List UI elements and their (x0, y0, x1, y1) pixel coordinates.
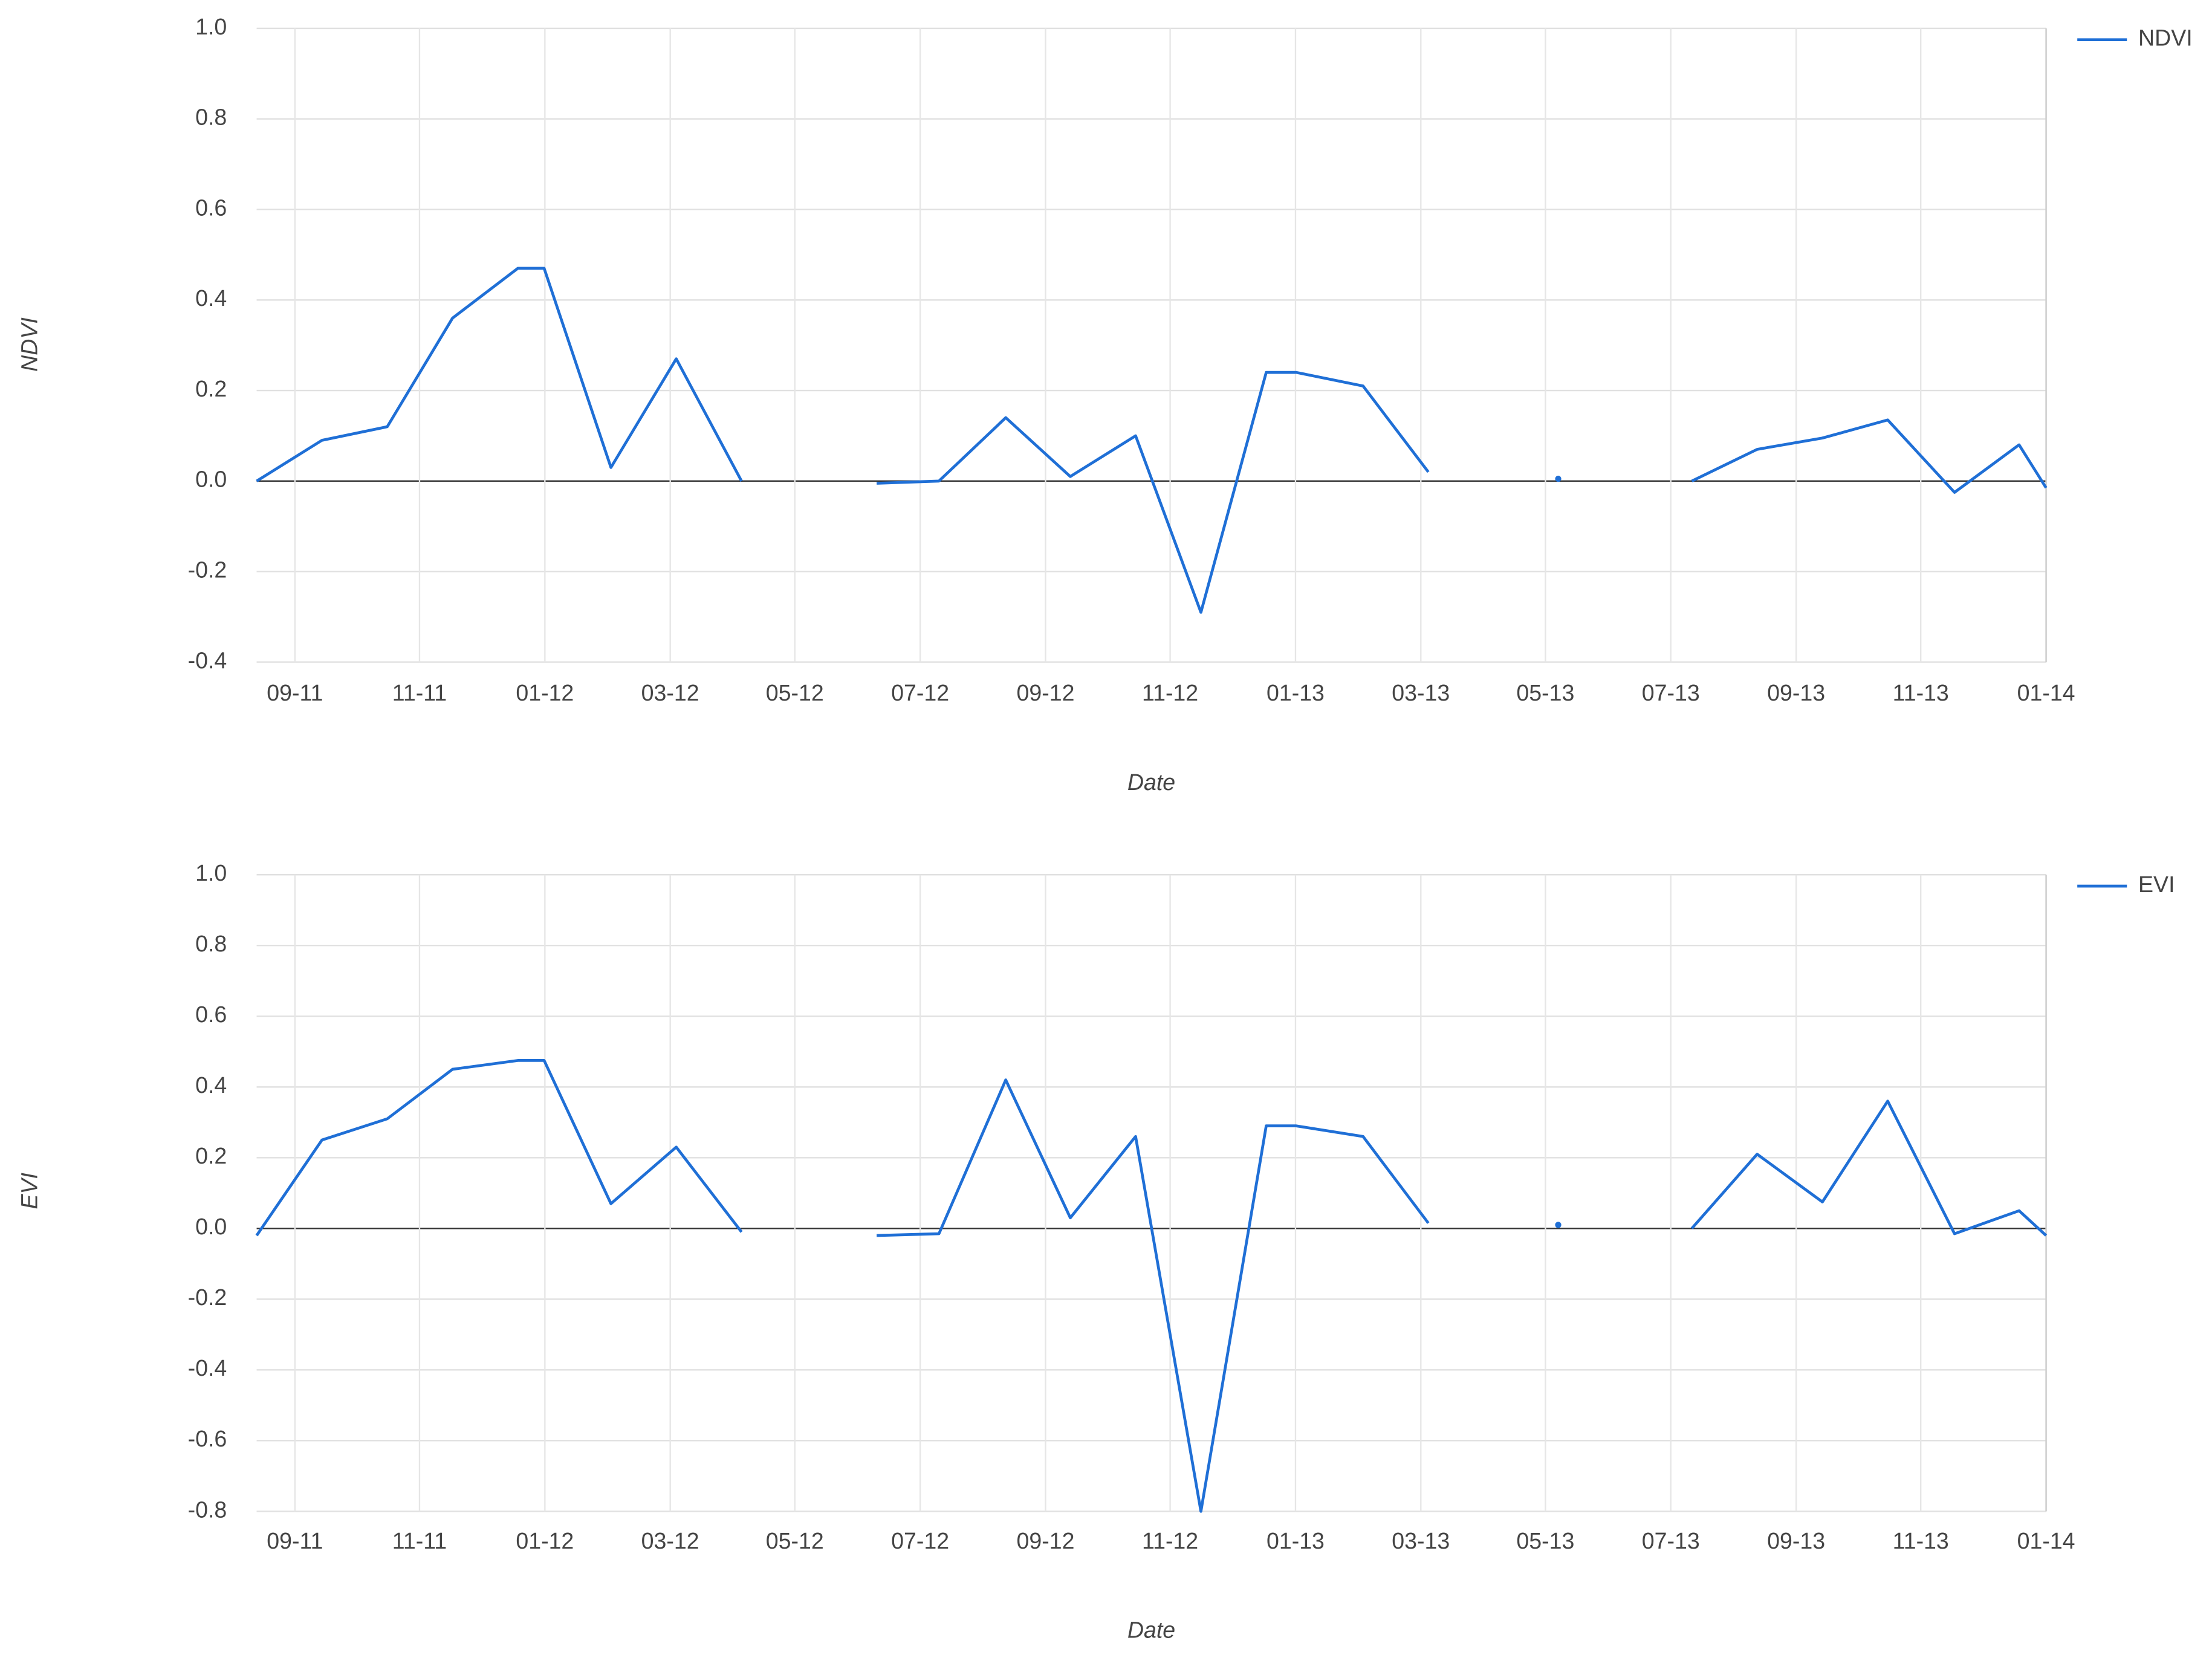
x-axis-title: Date (1127, 1618, 1175, 1643)
y-tick-label: -0.4 (188, 647, 227, 673)
y-tick-label: 0.0 (195, 467, 227, 492)
y-tick-label: 1.0 (195, 14, 227, 39)
x-tick-label: 11-11 (392, 1528, 447, 1553)
x-tick-label: 07-12 (891, 680, 949, 705)
series-line (256, 267, 2048, 614)
x-tick-label: 01-12 (516, 1528, 574, 1553)
x-tick-label: 03-13 (1392, 1528, 1450, 1553)
x-tick-label: 05-13 (1516, 1528, 1574, 1553)
y-tick-label: 0.4 (195, 1072, 227, 1098)
legend-label: EVI (2138, 872, 2175, 897)
legend-label: NDVI (2138, 25, 2193, 51)
x-tick-label: 09-11 (267, 680, 323, 705)
x-tick-label: 11-13 (1893, 680, 1949, 705)
x-tick-label: 09-11 (267, 1528, 323, 1553)
x-tick-label: 05-12 (766, 1528, 824, 1553)
plot: 1.0 0.8 0.6 0.4 0.2 0.0 -0.2 -0.4 09-11 11-11 01-1… (17, 14, 2193, 795)
y-tick-label: -0.2 (188, 1284, 227, 1310)
x-tick-label: 07-13 (1642, 1528, 1700, 1553)
x-tick-label: 11-13 (1893, 1528, 1949, 1553)
y-tick-label: 0.2 (195, 376, 227, 401)
x-tick-label: 07-12 (891, 1528, 949, 1553)
x-tick-label: 09-12 (1017, 1528, 1075, 1553)
x-axis-title: Date (1127, 769, 1175, 795)
x-tick-label: 01-14 (2017, 680, 2075, 705)
x-tick-label: 09-13 (1767, 1528, 1825, 1553)
x-tick-label: 07-13 (1642, 680, 1700, 705)
point (1555, 475, 1562, 482)
y-axis-title: EVI (17, 1173, 42, 1209)
y-tick-label: 0.8 (195, 931, 227, 956)
x-tick-label: 05-12 (766, 680, 824, 705)
point (1555, 1222, 1562, 1228)
x-tick-label: 01-13 (1267, 1528, 1325, 1553)
y-tick-label: 0.6 (195, 1002, 227, 1027)
x-tick-label: 01-13 (1267, 680, 1325, 705)
x-tick-label: 11-11 (392, 680, 447, 705)
y-tick-label: 0.2 (195, 1143, 227, 1168)
x-tick-label: 11-12 (1142, 680, 1198, 705)
y-tick-label: 1.0 (195, 860, 227, 886)
x-tick-label: 05-13 (1516, 680, 1574, 705)
series-line (255, 1059, 2048, 1513)
x-tick-label: 03-13 (1392, 680, 1450, 705)
x-tick-label: 03-12 (641, 680, 699, 705)
y-axis-title: NDVI (17, 317, 42, 372)
y-tick-label: 0.8 (195, 105, 227, 130)
y-tick-label: 0.0 (195, 1214, 227, 1239)
x-tick-label: 01-12 (516, 680, 574, 705)
x-tick-label: 09-13 (1767, 680, 1825, 705)
y-tick-label: -0.4 (188, 1355, 227, 1381)
x-tick-label: 01-14 (2017, 1528, 2075, 1553)
x-tick-label: 09-12 (1017, 680, 1075, 705)
x-tick-label: 03-12 (641, 1528, 699, 1553)
y-tick-label: -0.6 (188, 1426, 227, 1451)
x-tick-label: 11-12 (1142, 1528, 1198, 1553)
y-tick-label: 0.6 (195, 195, 227, 220)
y-tick-label: -0.2 (188, 557, 227, 583)
y-tick-label: -0.8 (188, 1497, 227, 1522)
plot: 1.0 0.8 0.6 0.4 0.2 0.0 -0.2 -0.4 -0.6 -0.8 09-11 1… (17, 860, 2175, 1643)
y-tick-label: 0.4 (195, 285, 227, 311)
